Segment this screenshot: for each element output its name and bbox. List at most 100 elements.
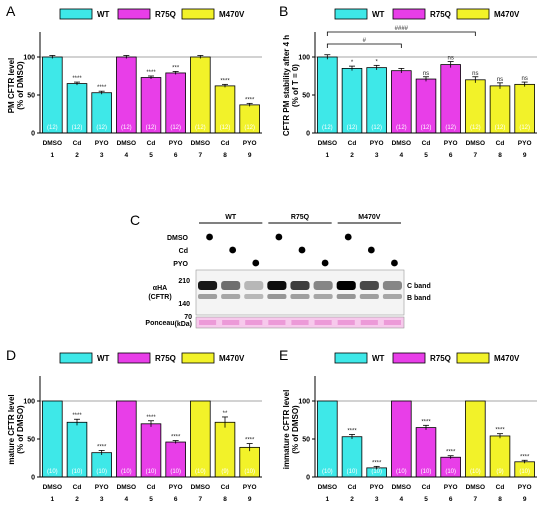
legend-swatch	[59, 8, 93, 20]
marker-label: 70	[184, 314, 192, 321]
significance-label: ns	[472, 71, 478, 77]
ponceau-lane	[337, 320, 355, 325]
legend-label: R75Q	[155, 354, 176, 363]
y-axis-label-line: immature CFTR level	[282, 390, 291, 470]
x-number-label: 3	[100, 496, 104, 503]
legend: WT R75Q M470V	[334, 8, 520, 20]
b-band	[336, 294, 356, 299]
x-number-label: 5	[424, 496, 428, 503]
significance-label: ****	[72, 76, 82, 82]
x-number-label: 6	[174, 152, 178, 159]
legend-swatch	[334, 352, 368, 364]
bar	[341, 68, 363, 134]
x-tick-label: PYO	[370, 140, 384, 147]
n-label: (9)	[496, 469, 503, 475]
significance-label: ****	[520, 454, 530, 460]
significance-label: ****	[421, 419, 431, 425]
chart-panel-b: B WT R75Q M470V CFTR PM stability after 4 …	[279, 3, 537, 159]
significance-label: ***	[172, 65, 180, 71]
legend: WT R75Q M470V	[59, 8, 245, 20]
bar-chart: CFTR PM stability after 4 h(% of T = 0)(…	[282, 26, 537, 159]
bar	[465, 400, 486, 478]
n-label: (10)	[47, 469, 58, 475]
x-number-label: 9	[523, 496, 527, 503]
panel-letter-e: E	[279, 347, 288, 363]
y-axis-label-line: CFTR PM stability after 4 h	[282, 35, 291, 136]
bar	[391, 400, 412, 478]
bar	[116, 56, 137, 134]
legend-swatch	[117, 8, 151, 20]
x-number-label: 1	[51, 152, 55, 159]
x-tick-label: Cd	[422, 140, 431, 147]
bar	[317, 400, 338, 478]
x-number-label: 2	[350, 152, 354, 159]
n-label: (10)	[72, 469, 83, 475]
n-label: (12)	[519, 125, 530, 131]
n-label: (12)	[220, 125, 231, 131]
significance-label: ****	[220, 78, 230, 84]
significance-label: ****	[97, 444, 107, 450]
y-tick-label: 100	[23, 55, 35, 62]
legend-label: WT	[97, 10, 110, 19]
x-number-label: 1	[326, 152, 330, 159]
y-axis-label-line: (% of DMSO)	[291, 405, 300, 454]
n-label: (10)	[519, 469, 530, 475]
legend-label: R75Q	[155, 10, 176, 19]
significance-label: ****	[72, 413, 82, 419]
significance-bracket	[326, 43, 402, 48]
treatment-dot	[206, 233, 213, 241]
x-tick-label: PYO	[444, 484, 458, 491]
x-tick-label: DMSO	[191, 484, 211, 491]
y-tick-label: 50	[302, 437, 310, 444]
x-number-label: 7	[474, 152, 478, 159]
x-tick-label: Cd	[348, 140, 357, 147]
y-axis-label-line: mature CFTR level	[7, 394, 16, 464]
ponceau-lane	[383, 320, 401, 325]
legend-swatch	[117, 352, 151, 364]
legend-label: WT	[372, 10, 385, 19]
x-number-label: 8	[223, 496, 227, 503]
n-label: (12)	[195, 125, 206, 131]
legend: WT R75Q M470V	[59, 352, 245, 364]
b-band	[290, 294, 310, 299]
x-number-label: 9	[248, 152, 252, 159]
significance-label: ns	[521, 76, 527, 82]
n-label: (10)	[146, 469, 157, 475]
n-label: (12)	[244, 125, 255, 131]
blot-group-label: WT	[225, 214, 237, 221]
bracket-label: #	[363, 38, 367, 44]
ponceau-lane	[268, 320, 286, 325]
x-tick-label: DMSO	[466, 140, 486, 147]
x-tick-label: DMSO	[466, 484, 486, 491]
treatment-dot	[391, 259, 398, 267]
x-number-label: 2	[75, 152, 79, 159]
x-tick-label: DMSO	[117, 484, 137, 491]
n-label: (12)	[371, 125, 382, 131]
legend-label: R75Q	[430, 10, 451, 19]
legend-swatch	[456, 352, 490, 364]
x-number-label: 9	[523, 152, 527, 159]
c-band	[359, 281, 379, 290]
y-axis-label-line: (% of DMSO)	[16, 61, 25, 110]
significance-label: ****	[446, 450, 456, 456]
n-label: (12)	[347, 125, 358, 131]
legend: WT R75Q M470V	[334, 352, 520, 364]
legend-swatch	[59, 352, 93, 364]
treatment-dot	[321, 259, 329, 267]
band-label: B band	[407, 295, 431, 302]
x-number-label: 8	[498, 152, 502, 159]
n-label: (12)	[72, 125, 83, 131]
legend-swatch	[392, 352, 426, 364]
x-tick-label: Cd	[221, 140, 230, 147]
treatment-dot	[298, 246, 306, 254]
x-number-label: 2	[350, 496, 354, 503]
blot-group-label: M470V	[358, 214, 381, 221]
band-label: C band	[407, 283, 431, 290]
significance-label: ****	[146, 70, 156, 76]
ponceau-lane	[222, 320, 240, 325]
b-band	[267, 294, 287, 299]
x-tick-label: DMSO	[318, 140, 338, 147]
x-tick-label: Cd	[73, 140, 82, 147]
y-axis-label: immature CFTR level(% of DMSO)	[282, 390, 300, 470]
x-tick-label: DMSO	[318, 484, 338, 491]
